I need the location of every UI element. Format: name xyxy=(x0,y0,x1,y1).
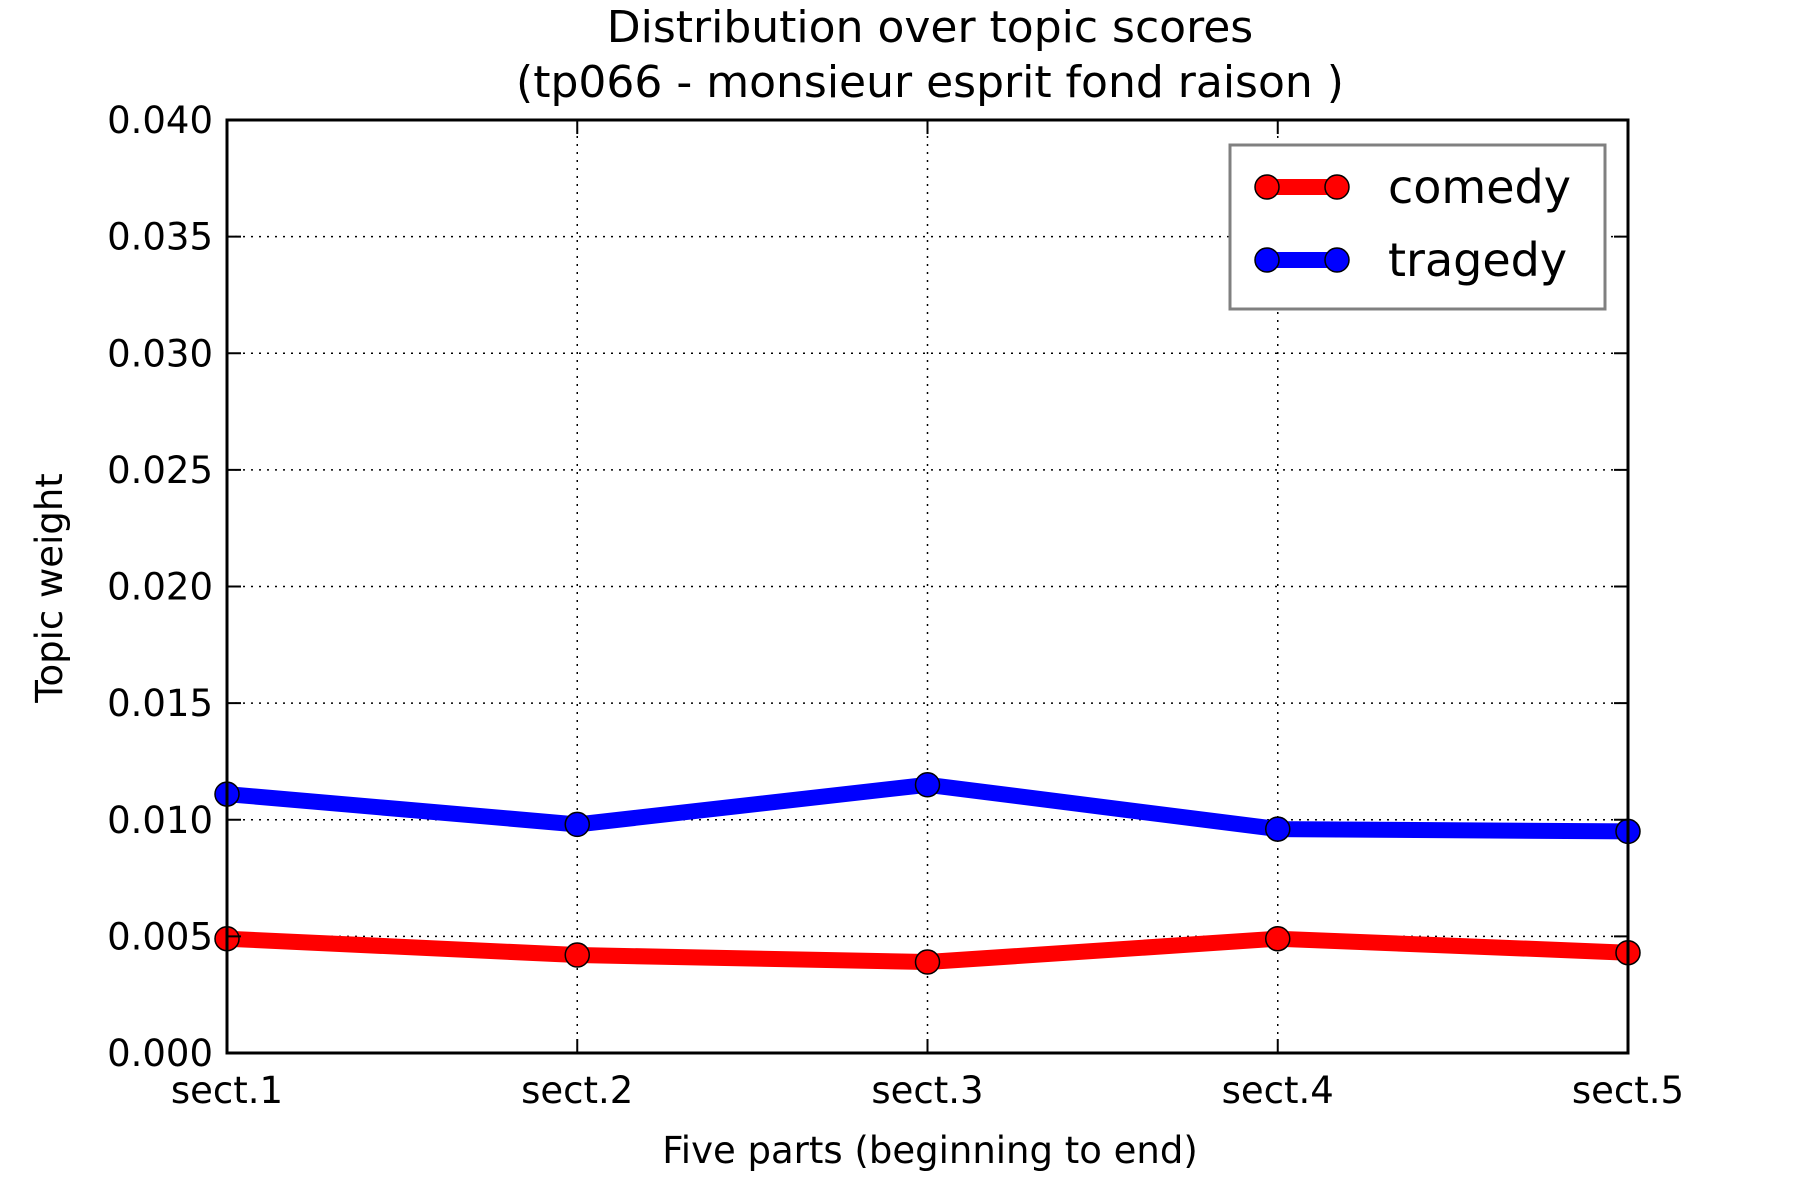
y-tick-label: 0.020 xyxy=(107,566,213,609)
y-tick-label: 0.030 xyxy=(107,332,213,375)
chart-title-line-2: (tp066 - monsieur esprit fond raison ) xyxy=(516,57,1344,108)
legend-label-tragedy: tragedy xyxy=(1388,233,1567,287)
legend-marker-tragedy xyxy=(1324,247,1350,273)
data-point-comedy xyxy=(564,942,590,968)
series-comedy xyxy=(214,925,1641,975)
legend-label-comedy: comedy xyxy=(1388,160,1571,214)
y-tick-label: 0.010 xyxy=(107,799,213,842)
y-axis-label: Topic weight xyxy=(28,473,71,704)
y-tick-label: 0.015 xyxy=(107,682,213,725)
y-tick-label: 0.035 xyxy=(107,216,213,259)
y-tick-label: 0.040 xyxy=(107,99,213,142)
data-point-comedy xyxy=(914,949,941,975)
x-tick-label: sect.1 xyxy=(171,1069,283,1112)
legend-box xyxy=(1228,143,1607,311)
y-tick-label: 0.000 xyxy=(107,1032,213,1075)
axis-ticks: 0.000 0.005 0.010 0.015 0.020 0.025 0.030 0.035… xyxy=(107,99,1684,1112)
x-axis-label: Five parts (beginning to end) xyxy=(662,1129,1198,1172)
data-point-tragedy xyxy=(1265,816,1291,842)
y-tick-label: 0.005 xyxy=(107,915,213,958)
x-tick-label: sect.5 xyxy=(1572,1069,1684,1112)
data-point-tragedy xyxy=(564,811,590,838)
data-point-comedy xyxy=(1265,925,1291,952)
y-tick-label: 0.025 xyxy=(107,449,213,492)
legend-marker-comedy xyxy=(1324,174,1350,200)
legend-marker-comedy xyxy=(1254,174,1280,200)
chart-title-line-1: Distribution over topic scores xyxy=(607,2,1253,53)
x-tick-label: sect.3 xyxy=(871,1069,983,1112)
data-point-tragedy xyxy=(914,772,941,798)
legend-marker-tragedy xyxy=(1254,247,1280,273)
legend: comedy tragedy xyxy=(1228,143,1607,311)
x-tick-label: sect.4 xyxy=(1222,1069,1334,1112)
x-tick-label: sect.2 xyxy=(521,1069,633,1112)
